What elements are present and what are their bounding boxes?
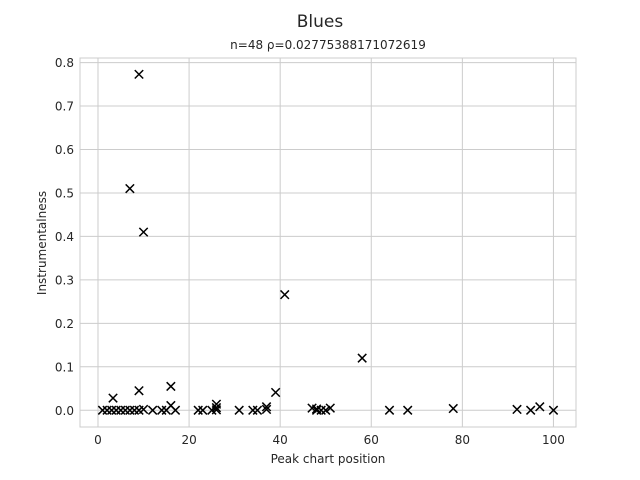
x-axis-ticks: 0 20 40 60 80 100: [94, 433, 565, 447]
scatter-point: [147, 405, 158, 415]
x-tick-label: 0: [94, 433, 102, 447]
x-tick-label: 80: [455, 433, 470, 447]
y-tick-label: 0.3: [55, 273, 74, 287]
scatter-point: [108, 393, 118, 403]
plot-frame: [79, 57, 577, 428]
chart-title: Blues: [297, 12, 344, 32]
scatter-point: [325, 403, 336, 413]
chart-subtitle: n=48 ρ=0.02775388171072619: [230, 38, 426, 52]
x-axis-label: Peak chart position: [271, 452, 386, 466]
scatter-point: [402, 405, 413, 415]
y-tick-label: 0.7: [55, 100, 74, 114]
scatter-point: [357, 353, 367, 363]
y-axis-label: Instrumentalness: [35, 191, 49, 295]
scatter-point: [270, 387, 281, 398]
scatter-point: [125, 183, 135, 194]
y-tick-label: 0.4: [55, 230, 74, 244]
y-tick-label: 0.5: [55, 186, 74, 200]
x-tick-label: 40: [273, 433, 288, 447]
scatter-point: [170, 405, 181, 415]
scatter-point: [134, 69, 144, 80]
y-tick-label: 0.6: [55, 143, 74, 157]
scatter-point: [311, 404, 322, 414]
scatter-point: [512, 404, 522, 415]
scatter-point: [535, 402, 545, 412]
scatter-point: [116, 405, 126, 415]
y-axis-ticks: 0.0 0.1 0.2 0.3 0.4 0.5 0.6 0.7 0.8: [55, 56, 74, 418]
scatter-point: [261, 402, 272, 412]
scatter-point: [548, 405, 559, 415]
x-tick-label: 20: [181, 433, 196, 447]
y-tick-label: 0.1: [55, 360, 74, 374]
scatter-point: [138, 404, 149, 415]
scatter-point: [252, 405, 263, 415]
scatter-point: [384, 405, 395, 415]
scatter-point: [211, 405, 222, 415]
scatter-point: [234, 405, 244, 415]
scatter-point: [261, 404, 272, 415]
y-tick-label: 0.8: [55, 56, 74, 70]
scatter-point: [448, 403, 458, 414]
scatter-point: [134, 385, 144, 396]
scatter-point: [211, 402, 222, 413]
x-tick-label: 60: [364, 433, 379, 447]
scatter-point: [525, 405, 536, 415]
x-tick-label: 100: [542, 433, 565, 447]
scatter-point: [280, 289, 290, 300]
scatter-point: [166, 381, 176, 392]
scatter-point: [138, 227, 149, 237]
scatter-point: [198, 405, 208, 415]
data-points: [97, 69, 559, 415]
y-tick-label: 0.0: [55, 404, 74, 418]
scatter-point: [320, 405, 331, 415]
grid-lines: [80, 58, 576, 427]
y-tick-label: 0.2: [55, 317, 74, 331]
